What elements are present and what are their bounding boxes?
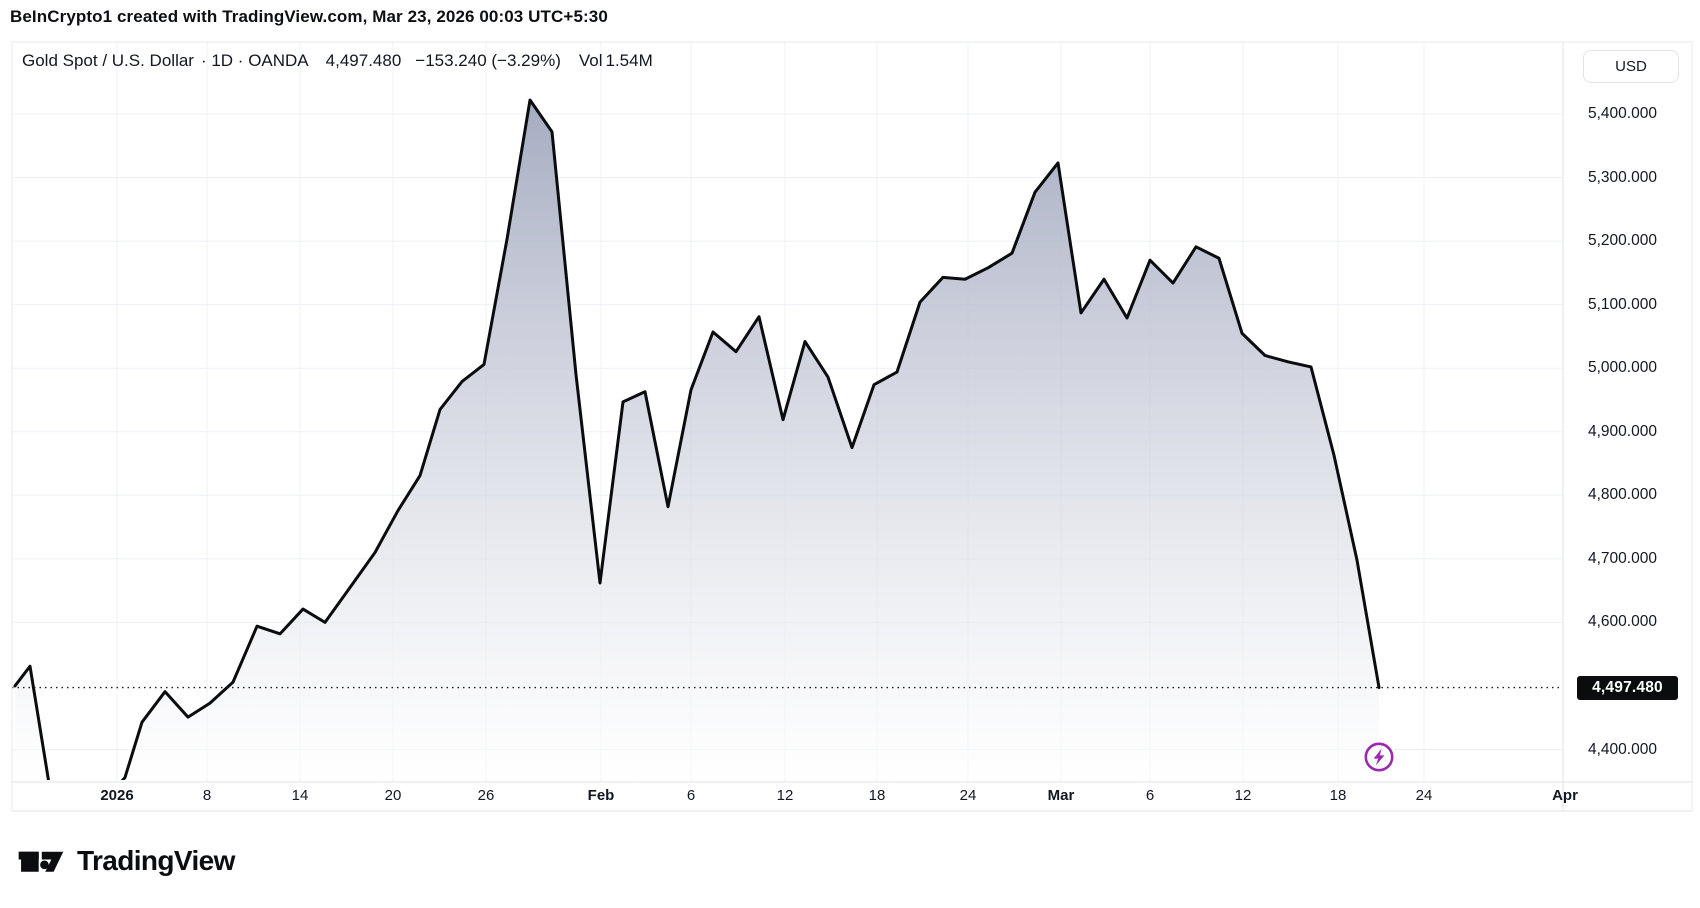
lightning-bolt-icon xyxy=(1373,748,1385,766)
time-axis-label: Mar xyxy=(1047,787,1075,804)
time-axis-label: 18 xyxy=(868,787,886,804)
attribution-text: BeInCrypto1 created with TradingView.com… xyxy=(10,7,608,26)
price-axis-label: 4,400.000 xyxy=(1588,740,1657,758)
price-axis-label: 5,300.000 xyxy=(1588,168,1657,186)
symbol-row[interactable]: Gold Spot / U.S. Dollar · 1D · OANDA 4,4… xyxy=(22,51,653,71)
volume-value: 1.54M xyxy=(605,51,653,70)
price-axis-label: 4,900.000 xyxy=(1588,422,1657,440)
volume-label: Vol xyxy=(578,51,603,70)
price-axis-label: 5,000.000 xyxy=(1588,359,1657,377)
price-axis-label: 5,100.000 xyxy=(1588,295,1657,313)
price-axis-label: 4,800.000 xyxy=(1588,486,1657,504)
symbol-meta: · 1D · OANDA xyxy=(200,51,309,70)
time-axis-label: 20 xyxy=(384,787,402,804)
symbol-title: Gold Spot / U.S. Dollar xyxy=(22,51,194,70)
time-axis-label: 18 xyxy=(1329,787,1347,804)
price-axis-label: 5,200.000 xyxy=(1588,232,1657,250)
time-axis-label: 14 xyxy=(291,787,309,804)
time-axis-label: 12 xyxy=(776,787,794,804)
change-value: −153.240 (−3.29%) xyxy=(415,51,561,70)
time-axis-label: 12 xyxy=(1234,787,1252,804)
price-value: 4,497.480 xyxy=(325,51,402,70)
last-price-tag: 4,497.480 xyxy=(1577,675,1678,700)
time-axis-label: 8 xyxy=(202,787,212,804)
tradingview-wordmark: TradingView xyxy=(77,845,235,876)
tradingview-logo[interactable]: TradingView xyxy=(18,844,235,878)
time-axis-label: 24 xyxy=(1415,787,1433,804)
price-axis-label: 4,700.000 xyxy=(1588,549,1657,567)
tradingview-mark-icon xyxy=(18,851,64,872)
time-axis-label: 26 xyxy=(477,787,495,804)
price-axis-label: 5,400.000 xyxy=(1588,105,1657,122)
time-axis-label: Apr xyxy=(1552,787,1578,804)
time-axis-label: Feb xyxy=(587,787,615,804)
time-axis-label: 6 xyxy=(686,787,696,804)
currency-button[interactable]: USD xyxy=(1583,50,1679,83)
time-axis-label: 24 xyxy=(959,787,977,804)
time-axis-label: 6 xyxy=(1145,787,1155,804)
price-axis-label: 4,600.000 xyxy=(1588,613,1657,631)
flash-icon[interactable] xyxy=(1362,740,1396,774)
time-axis-label: 2026 xyxy=(100,787,134,804)
